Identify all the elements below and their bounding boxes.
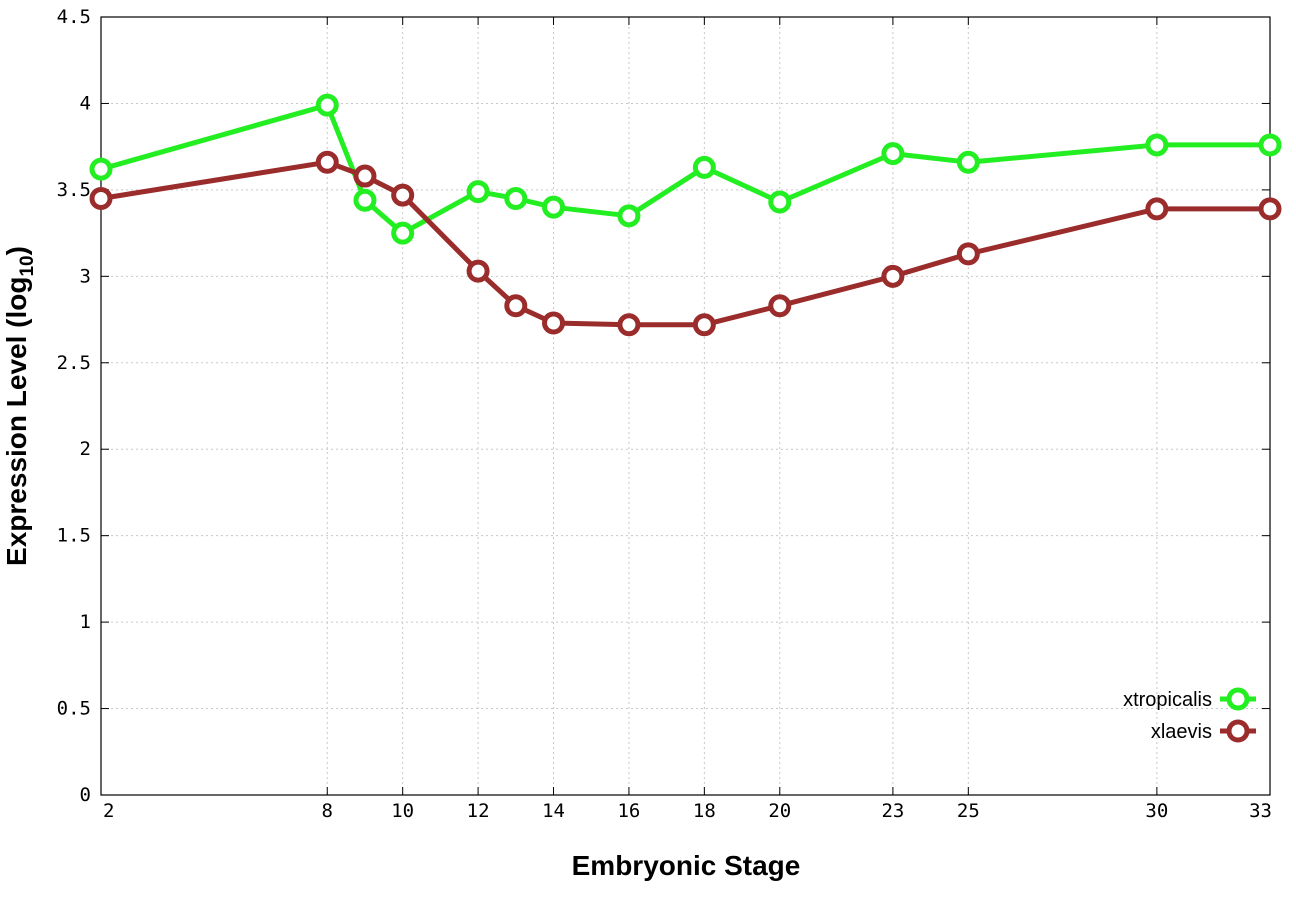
data-point <box>768 294 792 318</box>
x-tick-label: 23 <box>881 800 904 822</box>
data-point <box>89 187 113 211</box>
x-tick-label: 25 <box>957 800 980 822</box>
data-point <box>315 93 339 117</box>
y-axis-title-end: ) <box>1 246 32 255</box>
x-tick-label: 10 <box>391 800 414 822</box>
x-tick-label: 33 <box>1249 800 1272 822</box>
x-axis-title: Embryonic Stage <box>572 850 801 881</box>
y-tick-label: 4 <box>80 92 91 114</box>
legend-entry: xtropicalis <box>1123 687 1256 711</box>
data-point <box>1258 133 1282 157</box>
data-point <box>1145 197 1169 221</box>
data-point <box>504 187 528 211</box>
legend-marker <box>1226 719 1250 743</box>
data-point <box>881 264 905 288</box>
data-point <box>315 150 339 174</box>
series-layer <box>89 93 1282 337</box>
y-tick-label: 3.5 <box>57 179 91 201</box>
data-point <box>466 180 490 204</box>
data-point <box>768 190 792 214</box>
legend-label: xlaevis <box>1151 721 1212 743</box>
y-tick-label: 1 <box>80 611 91 633</box>
x-tick-label: 20 <box>768 800 791 822</box>
data-point <box>391 183 415 207</box>
series-xtropicalis <box>89 93 1282 245</box>
x-tick-label: 18 <box>693 800 716 822</box>
y-tick-label: 1.5 <box>57 525 91 547</box>
y-axis-title-subscript: 10 <box>17 255 38 276</box>
y-tick-label: 3 <box>80 265 91 287</box>
data-point <box>89 157 113 181</box>
y-tick-label: 0 <box>80 784 91 806</box>
data-point <box>956 242 980 266</box>
x-tick-label: 16 <box>617 800 640 822</box>
data-point <box>692 313 716 337</box>
axis-ticks: 0 0.5 1 1.5 2 2.5 3 3.5 4 4.5 2 8 10 12 14 16 18 20 23 25 30… <box>57 6 1272 822</box>
y-tick-label: 2.5 <box>57 352 91 374</box>
data-point <box>1145 133 1169 157</box>
data-point <box>1258 197 1282 221</box>
legend-marker <box>1226 687 1250 711</box>
x-tick-label: 12 <box>467 800 490 822</box>
legend-label: xtropicalis <box>1123 689 1212 711</box>
x-tick-label: 8 <box>322 800 333 822</box>
data-point <box>466 259 490 283</box>
data-point <box>956 150 980 174</box>
y-axis-title-main: Expression Level (log <box>1 277 32 566</box>
y-tick-label: 0.5 <box>57 698 91 720</box>
legend: xtropicalis xlaevis <box>1123 687 1256 743</box>
grid-lines <box>101 17 1270 795</box>
x-tick-label: 30 <box>1145 800 1168 822</box>
x-tick-label: 2 <box>103 800 114 822</box>
data-point <box>617 204 641 228</box>
legend-entry: xlaevis <box>1151 719 1256 743</box>
y-tick-label: 4.5 <box>57 6 91 28</box>
x-tick-label: 14 <box>542 800 565 822</box>
data-point <box>692 155 716 179</box>
y-tick-label: 2 <box>80 438 91 460</box>
series-xlaevis <box>89 150 1282 337</box>
data-point <box>617 313 641 337</box>
data-point <box>542 311 566 335</box>
data-point <box>504 294 528 318</box>
plot-frame <box>100 16 1271 796</box>
data-point <box>353 164 377 188</box>
data-point <box>353 188 377 212</box>
data-point <box>542 195 566 219</box>
y-axis-title: Expression Level (log10) <box>1 246 38 566</box>
data-point <box>881 142 905 166</box>
data-point <box>391 221 415 245</box>
series-line <box>100 159 1270 328</box>
